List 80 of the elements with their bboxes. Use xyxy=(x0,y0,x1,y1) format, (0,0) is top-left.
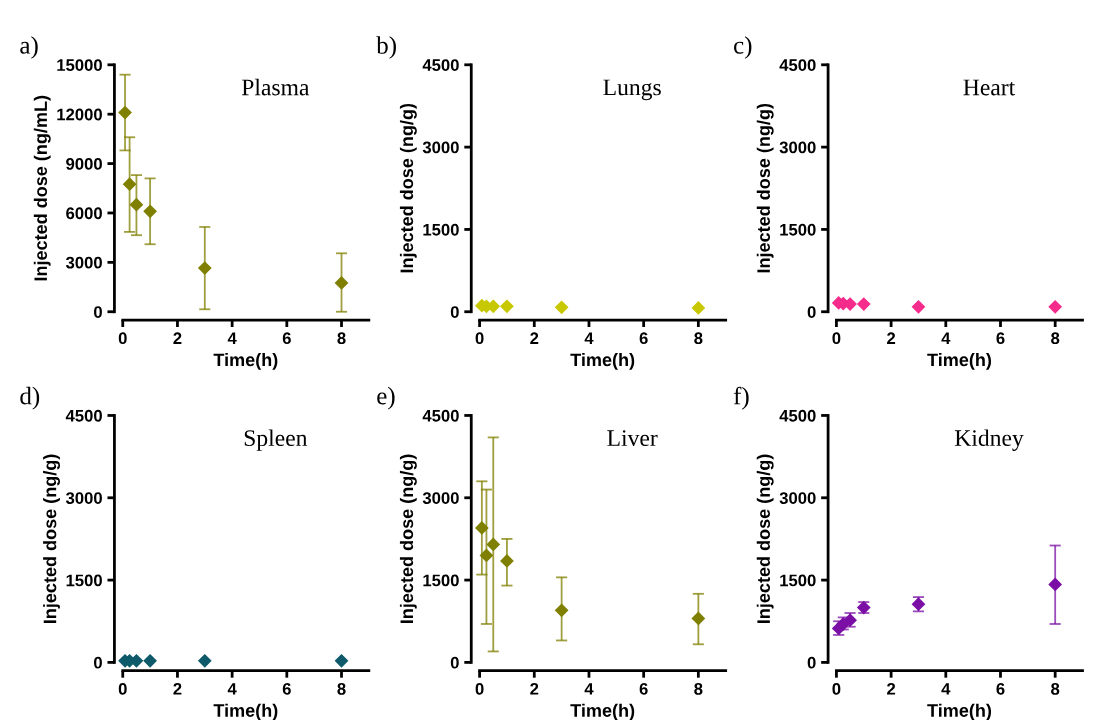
y-tick-label: 3000 xyxy=(779,141,816,154)
text: b) xyxy=(376,36,396,59)
y-tick-label: 3000 xyxy=(65,256,102,269)
y-axis-title: Injected dose (ng/g) xyxy=(43,454,60,623)
x-tick-label: 2 xyxy=(887,682,896,695)
text: e) xyxy=(377,386,395,410)
y-tick-label: 9000 xyxy=(66,157,102,170)
y-tick-label: 15000 xyxy=(57,59,102,71)
x-tick-label: 2 xyxy=(887,332,896,344)
y-tick-label: 4500 xyxy=(779,409,816,422)
x-tick-label: 6 xyxy=(639,682,648,695)
x-tick-label: 8 xyxy=(1051,682,1060,695)
x-tick-label: 0 xyxy=(475,682,484,695)
x-tick-label: 0 xyxy=(832,682,841,695)
y-tick-label: 0 xyxy=(807,656,816,669)
y-axis-title: Injected dose (ng/g) xyxy=(399,103,417,273)
x-tick-label: 6 xyxy=(639,332,648,345)
text: f) xyxy=(733,386,749,410)
x-tick-label: 0 xyxy=(118,682,127,695)
x-tick-label: 6 xyxy=(282,332,291,345)
x-tick-label: 8 xyxy=(337,332,346,345)
y-tick-label: 0 xyxy=(450,306,459,318)
y-tick-label: 1500 xyxy=(780,574,816,587)
y-tick-label: 4500 xyxy=(65,409,102,422)
x-tick-label: 2 xyxy=(530,332,539,344)
y-tick-label: 3000 xyxy=(779,492,816,504)
x-tick-label: 4 xyxy=(941,683,951,695)
y-tick-label: 4500 xyxy=(422,409,459,422)
x-tick-label: 4 xyxy=(227,332,237,344)
x-axis-title: Time(h) xyxy=(213,352,278,370)
x-tick-label: 8 xyxy=(694,682,703,695)
x-tick-label: 0 xyxy=(118,332,127,345)
y-tick-label: 1500 xyxy=(423,574,459,587)
x-axis-title: Time(h) xyxy=(927,352,992,370)
x-tick-label: 2 xyxy=(173,682,182,695)
x-tick-label: 6 xyxy=(282,682,291,695)
x-tick-label: 2 xyxy=(173,332,182,344)
text: c) xyxy=(734,36,752,59)
x-tick-label: 4 xyxy=(584,683,594,695)
x-tick-label: 6 xyxy=(996,332,1005,345)
x-tick-label: 8 xyxy=(694,332,703,345)
x-axis-title: Time(h) xyxy=(927,703,992,720)
y-tick-label: 3000 xyxy=(422,492,459,504)
y-axis-title: Injected dose (ng/mL) xyxy=(33,95,51,281)
text: Kidney xyxy=(954,429,1024,451)
x-tick-label: 4 xyxy=(227,683,237,695)
x-tick-label: 0 xyxy=(475,332,484,345)
y-tick-label: 4500 xyxy=(422,59,459,71)
x-tick-label: 8 xyxy=(337,682,346,695)
y-axis-title: Injected dose (ng/g) xyxy=(756,454,774,623)
x-tick-label: 2 xyxy=(530,682,539,695)
text: Spleen xyxy=(244,429,308,451)
y-tick-label: 0 xyxy=(94,656,102,669)
y-axis-title: Injected dose (ng/g) xyxy=(756,103,774,273)
y-tick-label: 4500 xyxy=(779,59,816,71)
y-tick-label: 0 xyxy=(807,306,816,318)
x-tick-label: 4 xyxy=(941,332,951,344)
y-tick-label: 1500 xyxy=(423,223,459,236)
chart-title: Plasma xyxy=(241,78,310,96)
text: Lungs xyxy=(603,79,661,101)
y-tick-label: 3000 xyxy=(65,492,102,504)
text: d) xyxy=(20,386,40,410)
y-tick-label: 0 xyxy=(450,656,459,669)
x-axis-title: Time(h) xyxy=(213,703,278,720)
x-tick-label: 8 xyxy=(1051,332,1060,345)
y-tick-label: 12000 xyxy=(57,108,102,121)
x-axis-title: Time(h) xyxy=(570,352,635,370)
text: a) xyxy=(20,36,38,59)
y-tick-label: 1500 xyxy=(66,574,102,587)
y-tick-label: 1500 xyxy=(780,223,816,236)
y-tick-label: 6000 xyxy=(66,207,102,220)
y-axis-title: Injected dose (ng/g) xyxy=(399,454,417,623)
y-tick-label: 0 xyxy=(94,306,102,318)
y-tick-label: 3000 xyxy=(422,141,459,154)
chart-title: Heart xyxy=(963,79,1016,96)
chart-title: Liver xyxy=(607,430,658,447)
x-axis-title: Time(h) xyxy=(570,703,635,720)
x-tick-label: 6 xyxy=(996,682,1005,695)
x-tick-label: 0 xyxy=(832,332,841,345)
x-tick-label: 4 xyxy=(584,332,594,344)
